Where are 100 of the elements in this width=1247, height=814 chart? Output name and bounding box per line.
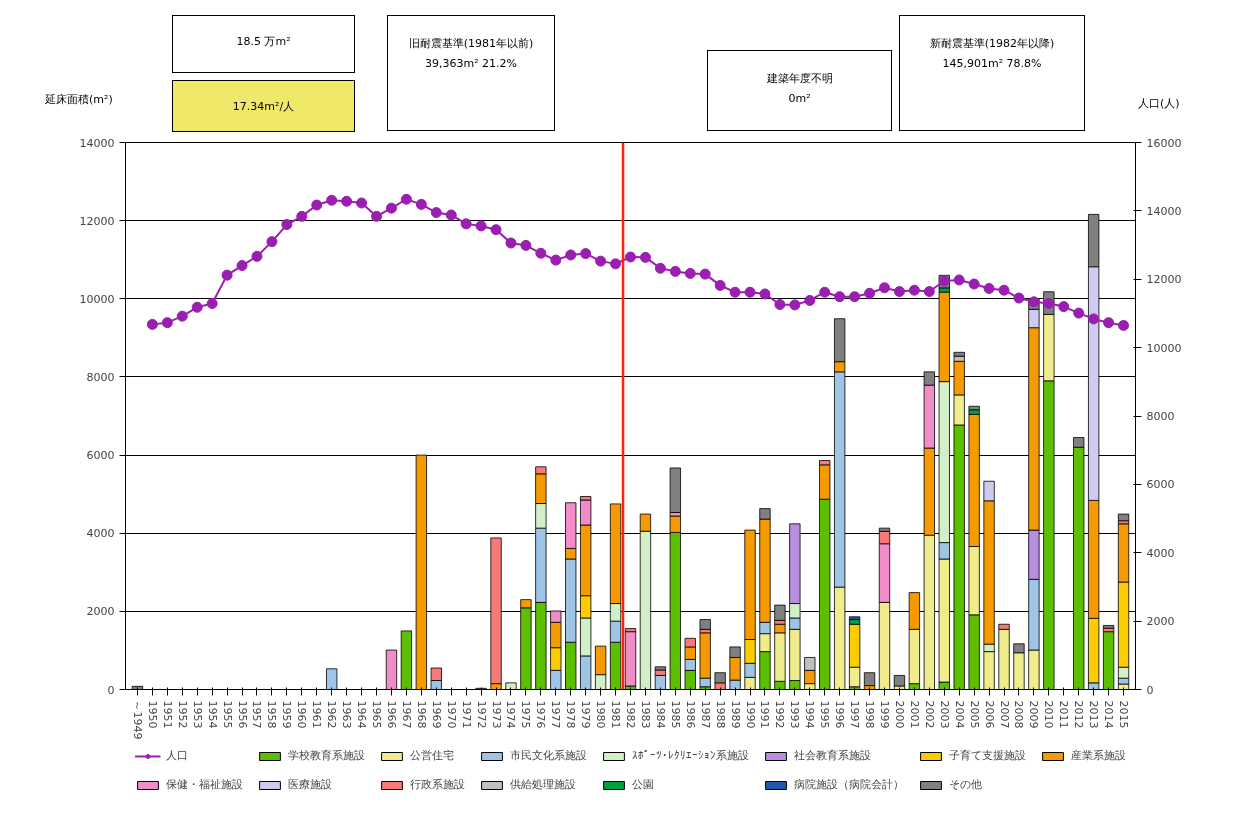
x-tick-label: 1957 — [250, 700, 264, 729]
text: 新耐震基準(1982年以降) 145,901m² 78.8% — [899, 15, 1085, 131]
legend-label: 保健・福祉施設 — [165, 777, 243, 792]
x-tick-label: 2008 — [1012, 700, 1026, 729]
legend-label: 学校教育系施設 — [287, 748, 365, 763]
x-tick-label: 2011 — [1057, 700, 1071, 729]
legend-label: 医療施設 — [287, 777, 332, 792]
x-tick-label: 1993 — [788, 700, 802, 729]
text: 18.5 万m² — [172, 15, 355, 73]
x-tick-label: 1972 — [474, 700, 488, 729]
x-tick-label: 1988 — [713, 700, 727, 729]
y-axis-title: 延床面積(m²) — [45, 92, 113, 108]
x-tick-label: 1996 — [833, 700, 847, 729]
y2-tick-label: 6000 — [1146, 478, 1175, 492]
legend-label: 行政系施設 — [409, 777, 465, 792]
legend-label: 公園 — [631, 777, 654, 792]
y2-tick-label: 12000 — [1146, 273, 1182, 287]
x-tick-label: 1960 — [295, 700, 309, 729]
x-tick-label: 1953 — [190, 700, 204, 729]
x-tick-label: 1983 — [638, 700, 652, 729]
x-tick-label: 1959 — [280, 700, 294, 729]
x-tick-label: 1987 — [698, 700, 712, 729]
legend-label: 社会教育系施設 — [793, 748, 871, 763]
x-tick-label: 1966 — [384, 700, 398, 729]
y2-axis-title: 人口(人) — [1138, 96, 1180, 112]
x-tick-label: 1997 — [848, 700, 862, 729]
y2-tick-label: 2000 — [1146, 615, 1175, 629]
legend-label: 子育て支援施設 — [948, 748, 1026, 763]
x-tick-label: 1981 — [609, 700, 623, 729]
x-tick-label: 2003 — [937, 700, 951, 729]
legend-label: 人口 — [165, 748, 188, 763]
x-tick-label: 1954 — [205, 700, 219, 729]
x-tick-label: 2012 — [1072, 700, 1086, 729]
x-tick-label: 1965 — [370, 700, 384, 729]
x-tick-label: 1998 — [863, 700, 877, 729]
legend-label: その他 — [948, 777, 982, 792]
x-tick-label: 1985 — [668, 700, 682, 729]
x-tick-label: 2013 — [1087, 700, 1101, 729]
y-tick-label: 8000 — [86, 370, 115, 384]
x-tick-label: 1950 — [145, 700, 159, 729]
x-tick-label: 1999 — [877, 700, 891, 729]
y-tick-label: 2000 — [86, 605, 115, 619]
legend-label: 産業系施設 — [1070, 748, 1126, 763]
y2-tick-label: 14000 — [1146, 204, 1182, 218]
y-tick-label: 12000 — [79, 214, 115, 228]
x-tick-label: 1991 — [758, 700, 772, 729]
legend-label: ｽﾎﾟｰﾂ･ﾚｸﾘｴｰｼｮﾝ系施設 — [631, 748, 749, 763]
legend-label: 供給処理施設 — [509, 777, 576, 792]
x-tick-label: 1969 — [429, 700, 443, 729]
y2-tick-label: 0 — [1146, 683, 1154, 697]
y2-tick-label: 16000 — [1146, 136, 1182, 150]
y-tick-label: 0 — [107, 683, 115, 697]
legend-label: 公営住宅 — [409, 748, 454, 763]
legend-label: 市民文化系施設 — [509, 748, 587, 763]
x-tick-label: 1951 — [160, 700, 174, 729]
y-tick-label: 14000 — [79, 136, 115, 150]
x-tick-label: 1982 — [624, 700, 637, 729]
text: 建築年度不明 0m² — [707, 50, 892, 131]
x-tick-label: 1968 — [414, 700, 428, 729]
x-tick-label: 1992 — [773, 700, 787, 729]
x-tick-label: 2010 — [1042, 700, 1056, 729]
x-tick-label: 2004 — [952, 700, 966, 729]
x-tick-label: ～1949 — [130, 700, 144, 740]
x-tick-label: 2014 — [1102, 700, 1116, 729]
legend-label: 病院施設（病院会計） — [793, 777, 904, 792]
y2-tick-label: 8000 — [1146, 410, 1175, 423]
y-tick-label: 6000 — [86, 449, 115, 463]
x-tick-label: 1971 — [459, 700, 473, 729]
x-tick-label: 1955 — [220, 700, 234, 729]
text: 17.34m²/人 — [172, 80, 355, 132]
y-tick-label: 10000 — [79, 292, 115, 306]
text: 旧耐震基準(1981年以前) 39,363m² 21.2% — [387, 15, 555, 131]
x-tick-label: 1995 — [818, 700, 832, 729]
x-tick-label: 2001 — [907, 700, 921, 729]
x-tick-label: 1990 — [743, 700, 757, 729]
x-tick-label: 1986 — [683, 700, 697, 729]
y-tick-label: 4000 — [86, 527, 115, 541]
y2-tick-label: 4000 — [1146, 546, 1175, 560]
x-tick-label: 2006 — [982, 700, 996, 729]
x-tick-label: 1977 — [549, 700, 563, 729]
x-tick-label: 2002 — [922, 700, 936, 729]
x-tick-label: 1979 — [579, 700, 593, 729]
x-tick-label: 1980 — [594, 700, 608, 729]
x-tick-label: 1962 — [325, 700, 339, 729]
x-tick-label: 2000 — [892, 700, 906, 729]
x-tick-label: 2005 — [967, 700, 981, 729]
x-tick-label: 2007 — [997, 700, 1011, 729]
x-tick-label: 1974 — [504, 700, 518, 729]
x-tick-label: 2009 — [1027, 700, 1041, 729]
x-tick-label: 1963 — [340, 700, 354, 729]
x-tick-label: 1978 — [564, 700, 578, 729]
x-tick-label: 1975 — [519, 700, 533, 729]
x-tick-label: 1976 — [534, 700, 548, 729]
x-tick-label: 1956 — [235, 700, 249, 729]
x-tick-label: 1967 — [399, 700, 413, 729]
x-tick-label: 1952 — [175, 700, 189, 729]
x-tick-label: 1970 — [444, 700, 458, 729]
x-tick-label: 1961 — [310, 700, 324, 729]
x-tick-label: 1958 — [265, 700, 279, 729]
x-tick-label: 1984 — [653, 700, 667, 729]
